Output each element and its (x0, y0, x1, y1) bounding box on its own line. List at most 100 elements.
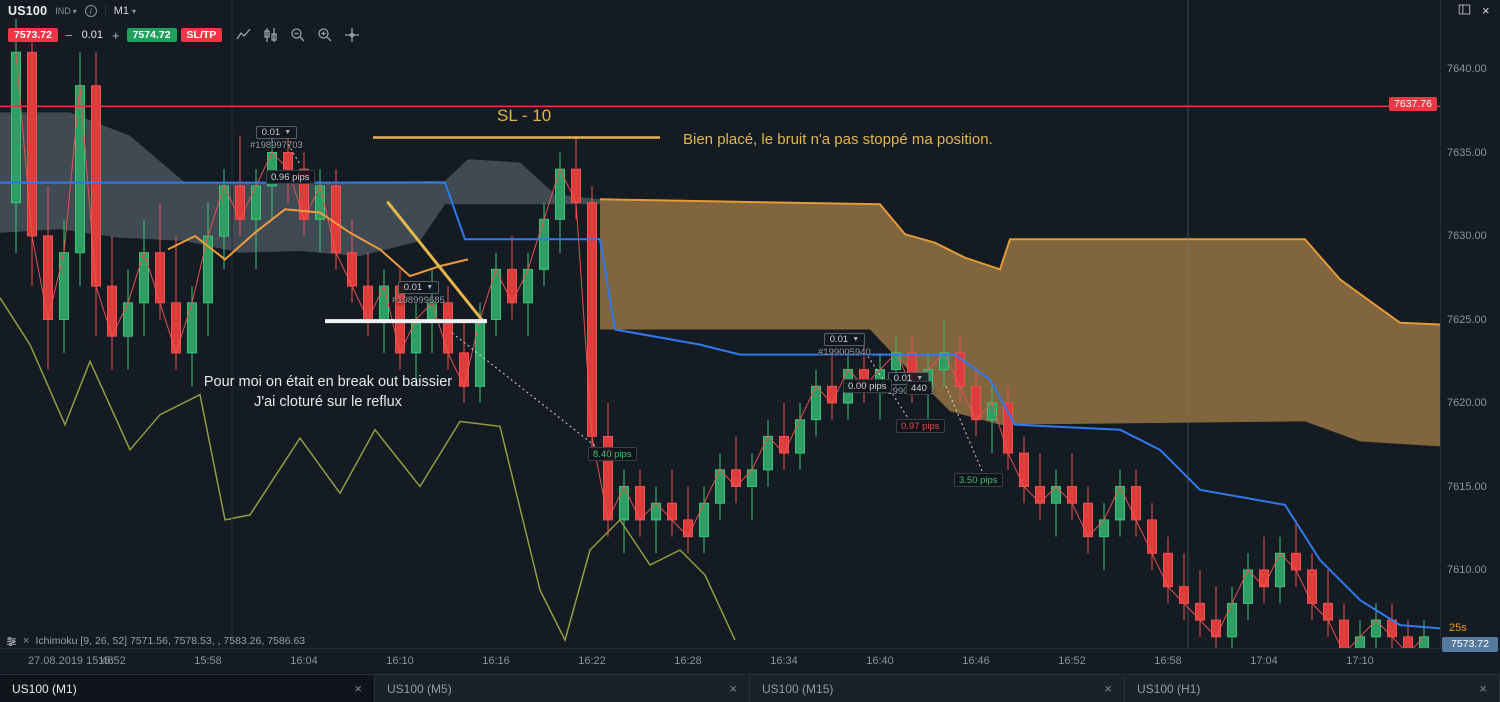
order-toolbar: 7573.72 − 0.01 + 7574.72 SL/TP (8, 27, 360, 43)
time-axis-label: 16:52 (1058, 655, 1086, 667)
order-quantity-value: 0.01 (261, 127, 281, 138)
pips-badge: 0.97 pips (896, 419, 945, 433)
tab-us100-m15[interactable]: US100 (M15) × (750, 675, 1125, 702)
crosshair-icon[interactable] (344, 27, 360, 43)
time-axis-label: 16:34 (770, 655, 798, 667)
tab-us100-h1[interactable]: US100 (H1) × (1125, 675, 1500, 702)
tab-label: US100 (M1) (12, 681, 77, 696)
price-axis-label: 7640.00 (1447, 63, 1487, 75)
tenkan-line (167, 208, 469, 278)
timeframe-label: M1 (113, 5, 130, 17)
tab-us100-m1[interactable]: US100 (M1) × (0, 675, 375, 702)
time-axis-label: 15:58 (194, 655, 222, 667)
order-id: #198999685 (392, 295, 445, 306)
chevron-down-icon: ▾ (132, 6, 137, 16)
annotation-note-center: Pour moi on était en break out baissier … (178, 372, 478, 412)
price-chart-canvas[interactable] (0, 0, 1440, 648)
time-axis-label: 16:16 (482, 655, 510, 667)
zoom-out-icon[interactable] (290, 27, 306, 43)
quantity-decrease-button[interactable]: − (64, 27, 73, 43)
tab-close-icon[interactable]: × (1104, 681, 1112, 696)
price-axis-label: 7630.00 (1447, 230, 1487, 242)
tab-us100-m5[interactable]: US100 (M5) × (375, 675, 750, 702)
tab-label: US100 (M5) (387, 681, 452, 696)
pips-badge: 3.50 pips (954, 473, 1003, 487)
quantity-increase-button[interactable]: + (111, 27, 120, 43)
chevron-down-icon: ▾ (72, 6, 77, 16)
price-axis-label: 7635.00 (1447, 146, 1487, 159)
tab-label: US100 (H1) (1137, 681, 1201, 696)
order-marker: 0.01 ▼ #198999685 (392, 281, 445, 306)
indicator-close-icon[interactable]: × (23, 635, 30, 647)
annotation-sl-label: SL - 10 (497, 106, 552, 125)
annotation-note-line2: J'ai cloturé sur le reflux (254, 394, 402, 410)
tab-label: US100 (M15) (762, 681, 834, 696)
vertical-separators (231, 0, 1189, 648)
timeframe-dropdown[interactable]: M1 ▾ (114, 5, 136, 17)
sltp-button[interactable]: SL/TP (180, 28, 223, 42)
indicator-settings-icon[interactable] (6, 636, 17, 647)
instrument-type-dropdown[interactable]: IND ▾ (55, 6, 77, 16)
current-price-tag: 7573.72 (1442, 637, 1498, 652)
order-quantity-dropdown[interactable]: 0.01 ▼ (255, 126, 298, 139)
kijun-line (0, 181, 1440, 630)
pips-badge: 0.00 pips (843, 379, 892, 393)
symbol-title: US100 (8, 4, 48, 18)
window-controls: × (1458, 3, 1490, 17)
sl-price-tag[interactable]: 7637.76 (1389, 97, 1437, 111)
time-axis[interactable]: 27.08.2019 15:46 15:52 15:58 16:04 16:10 16:1… (0, 648, 1500, 674)
time-axis-label: 16:46 (962, 655, 990, 667)
time-axis-label: 16:04 (290, 655, 318, 667)
price-line (15, 52, 1425, 648)
time-axis-date-label: 27.08.2019 15:46 (28, 655, 114, 667)
time-axis-label: 16:58 (1154, 655, 1182, 667)
order-id: #198997703 (250, 140, 303, 151)
tab-close-icon[interactable]: × (354, 681, 362, 696)
tab-close-icon[interactable]: × (729, 681, 737, 696)
chevron-down-icon: ▼ (284, 129, 292, 136)
info-icon[interactable]: i (84, 5, 97, 17)
time-axis-label: 17:04 (1250, 655, 1278, 667)
chart-header: US100 IND ▾ i M1 ▾ (8, 4, 136, 18)
quantity-value[interactable]: 0.01 (81, 29, 103, 41)
chevron-down-icon: ▼ (426, 284, 434, 291)
price-axis[interactable]: 7640.00 7635.00 7630.00 7625.00 7620.00 7615.… (1440, 0, 1500, 652)
toolbar-divider (104, 5, 106, 17)
order-quantity-dropdown[interactable]: 0.01 ▼ (397, 281, 440, 294)
time-axis-label: 16:22 (578, 655, 606, 667)
order-quantity-value: 0.01 (403, 282, 423, 293)
line-chart-icon[interactable] (236, 27, 252, 43)
zoom-in-icon[interactable] (317, 27, 333, 43)
order-quantity-value: 0.01 (829, 334, 849, 345)
chart-tab-bar: US100 (M1) × US100 (M5) × US100 (M15) × US100 … (0, 674, 1500, 702)
chart-tools (236, 27, 360, 43)
tab-close-icon[interactable]: × (1479, 681, 1487, 696)
drawing-shapes (325, 136, 660, 324)
price-axis-label: 7610.00 (1447, 564, 1487, 576)
time-axis-label: 16:10 (386, 655, 414, 667)
annotation-note-right: Bien placé, le bruit n'a pas stoppé ma p… (683, 131, 993, 148)
order-quantity-value: 0.01 (893, 373, 913, 384)
indicator-legend-text: Ichimoku [9, 26, 52] 7571.56, 7578.53, ,… (35, 635, 306, 647)
price-axis-label: 7615.00 (1447, 480, 1487, 493)
layout-panel-icon[interactable] (1458, 3, 1472, 17)
candle-countdown: 25s (1449, 622, 1467, 634)
order-marker: 0.01 ▼ #198997703 (250, 126, 303, 151)
candlestick-chart-icon[interactable] (263, 27, 279, 43)
price-axis-label: 7620.00 (1447, 397, 1487, 409)
indicator-legend: × Ichimoku [9, 26, 52] 7571.56, 7578.53,… (6, 635, 305, 647)
time-axis-label: 16:40 (866, 655, 894, 667)
sell-price-button[interactable]: 7573.72 (8, 28, 58, 42)
time-axis-label: 15:52 (98, 655, 126, 667)
time-axis-label: 17:10 (1346, 655, 1374, 667)
chevron-down-icon: ▼ (852, 336, 860, 343)
close-icon[interactable]: × (1482, 2, 1490, 18)
chart-area[interactable]: SL - 10 Bien placé, le bruit n'a pas sto… (0, 0, 1440, 648)
pips-badge: 440 (906, 381, 932, 395)
order-quantity-dropdown[interactable]: 0.01 ▼ (823, 333, 866, 346)
buy-price-button[interactable]: 7574.72 (126, 28, 177, 42)
price-axis-label: 7625.00 (1447, 313, 1487, 326)
chikou-line (0, 297, 736, 643)
pips-badge: 0.96 pips (266, 170, 315, 184)
